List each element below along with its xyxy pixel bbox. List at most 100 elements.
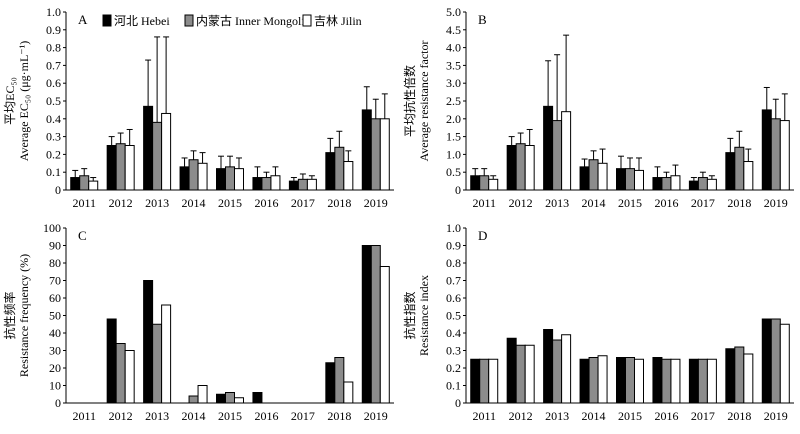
y-tick-label: 5.0 [446, 5, 461, 19]
bar-b-2012-s3 [524, 145, 535, 191]
bar-c-2013-s2 [152, 323, 163, 404]
bar-d-2012-s1 [506, 337, 517, 404]
bar-d-2013-s1 [543, 329, 554, 404]
bar-c-2019-s1 [361, 245, 372, 404]
bar-d-2019-s1 [761, 318, 772, 404]
bar-c-2019-s3 [379, 266, 390, 404]
legend-label-1: 河北 Hebei [114, 14, 170, 28]
y-tick-label: 0.7 [46, 58, 61, 72]
bar-c-2012-s3 [124, 350, 135, 404]
x-tick-label: 2012 [509, 409, 533, 423]
bar-d-2016-s3 [670, 358, 681, 404]
y-tick-label: 0.9 [446, 239, 461, 253]
x-tick-label: 2013 [545, 409, 569, 423]
y-tick-label: 100 [43, 221, 61, 235]
y-tick-label: 0.1 [446, 379, 461, 393]
bar-b-2012-s1 [506, 145, 517, 191]
bar-c-2018-s2 [334, 357, 345, 404]
x-tick-label: 2017 [691, 196, 715, 210]
bar-b-2013-s3 [561, 111, 572, 191]
y-tick-label: 80 [49, 256, 61, 270]
x-tick-label: 2018 [727, 196, 751, 210]
x-tick-label: 2019 [764, 409, 788, 423]
x-tick-label: 2011 [472, 196, 496, 210]
legend-swatch-2 [184, 14, 194, 27]
bar-b-2015-s2 [625, 168, 635, 191]
bar-b-2011-s2 [479, 175, 490, 191]
y-tick-label: 0.5 [46, 94, 61, 108]
bar-a-2015-s2 [225, 166, 235, 191]
y-axis-title-cn: 平均EC₅₀ [3, 77, 17, 125]
bar-d-2015-s3 [634, 358, 644, 404]
bar-d-2014-s1 [579, 358, 590, 404]
x-tick-label: 2017 [291, 196, 315, 210]
bar-d-2012-s2 [515, 344, 526, 404]
bar-b-2013-s2 [552, 120, 563, 191]
bar-b-2016-s1 [652, 177, 663, 191]
bar-d-2017-s1 [688, 358, 699, 404]
bar-c-2018-s1 [325, 362, 336, 404]
bar-d-2013-s2 [552, 339, 563, 404]
y-tick-label: 0.7 [446, 274, 461, 288]
bar-b-2012-s2 [515, 143, 526, 191]
x-tick-label: 2019 [364, 196, 388, 210]
panel-label: D [478, 228, 487, 243]
bar-a-2014-s2 [188, 159, 199, 191]
bar-d-2014-s3 [597, 355, 608, 404]
bar-b-2011-s1 [470, 175, 481, 191]
x-tick-label: 2011 [72, 196, 96, 210]
y-tick-label: 0.4 [446, 326, 461, 340]
y-tick-label: 0.6 [46, 76, 61, 90]
bar-d-2018-s2 [734, 346, 745, 404]
bar-b-2019-s3 [779, 120, 790, 191]
x-tick-label: 2015 [618, 409, 642, 423]
y-tick-label: 1.0 [446, 147, 461, 161]
bar-a-2012-s1 [106, 145, 117, 191]
y-tick-label: 0.9 [46, 23, 61, 37]
panel-label: C [78, 228, 87, 243]
x-tick-label: 2013 [545, 196, 569, 210]
x-tick-label: 2015 [218, 196, 242, 210]
y-tick-label: 40 [49, 326, 61, 340]
bar-c-2014-s3 [197, 385, 208, 404]
x-tick-label: 2011 [472, 409, 496, 423]
bar-a-2012-s3 [124, 145, 135, 191]
y-tick-label: 4.0 [446, 41, 461, 55]
bar-b-2016-s2 [661, 177, 672, 191]
y-axis-title-en: Resistance frequency (%) [17, 254, 31, 377]
bar-b-2016-s3 [670, 175, 681, 191]
bar-a-2013-s1 [143, 105, 154, 191]
bar-a-2018-s1 [325, 152, 336, 191]
bar-d-2017-s2 [697, 358, 708, 404]
legend: 河北 Hebei 内蒙古 Inner Mongolia 吉林 Jilin [102, 13, 362, 28]
y-tick-label: 2.0 [446, 112, 461, 126]
y-tick-label: 90 [49, 239, 61, 253]
x-tick-label: 2015 [218, 409, 242, 423]
bar-b-2017-s3 [706, 178, 717, 191]
bar-b-2014-s3 [597, 162, 608, 191]
y-axis-title-en: Resistance index [417, 275, 431, 356]
x-tick-label: 2014 [182, 196, 206, 210]
bar-b-2015-s3 [634, 169, 644, 191]
bar-a-2019-s3 [379, 118, 390, 191]
y-tick-label: 20 [49, 361, 61, 375]
bar-a-2017-s3 [306, 178, 317, 191]
y-tick-label: 0 [455, 396, 461, 410]
bar-a-2014-s1 [179, 166, 190, 191]
bar-b-2013-s1 [543, 105, 554, 191]
bar-b-2019-s1 [761, 109, 772, 191]
bar-d-2018-s1 [725, 348, 736, 404]
y-tick-label: 0.1 [46, 165, 61, 179]
bar-d-2015-s1 [616, 357, 626, 404]
bar-a-2019-s2 [370, 118, 381, 191]
y-axis-title-cn: 抗性指数 [402, 291, 417, 339]
bar-c-2012-s1 [106, 318, 117, 404]
legend-label-2: 内蒙古 Inner Mongolia [196, 13, 311, 28]
bar-d-2015-s2 [625, 357, 635, 404]
y-tick-label: 1.0 [446, 221, 461, 235]
y-tick-label: 3.0 [446, 76, 461, 90]
x-tick-label: 2014 [182, 409, 206, 423]
panel-d: 0 0.1 0.2 0.3 0.4 0.5 0.6 0.7 0.8 0.9 1.0 2011 2012 2… [402, 221, 794, 423]
bar-d-2019-s2 [770, 318, 781, 404]
y-tick-label: 4.5 [446, 23, 461, 37]
